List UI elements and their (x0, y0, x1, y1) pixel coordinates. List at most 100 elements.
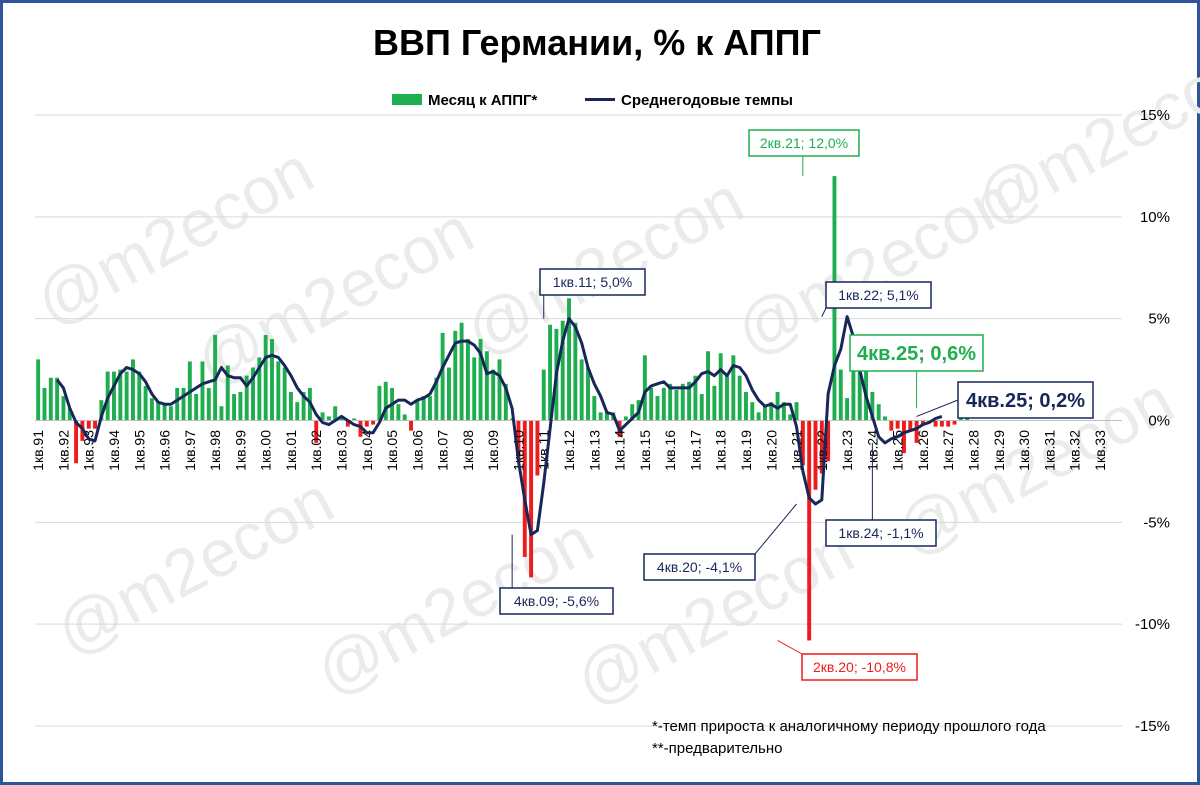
bar (889, 420, 894, 431)
bar (130, 359, 135, 421)
bar (586, 367, 590, 421)
bar (680, 383, 685, 421)
legend-swatch-bars (392, 94, 422, 105)
bar (718, 353, 723, 421)
bar (478, 339, 483, 421)
x-tick-label: 1кв.15 (637, 430, 653, 471)
annotation-label: 2кв.20; -10,8% (813, 659, 906, 675)
bar (162, 404, 167, 421)
annotation-leader (777, 640, 803, 655)
bar (908, 420, 913, 431)
bar (257, 357, 262, 421)
bar (143, 385, 148, 421)
bar (838, 369, 843, 421)
bar (232, 394, 237, 421)
bar (914, 420, 919, 443)
bar (541, 369, 546, 421)
series-line (55, 315, 943, 537)
bar (484, 351, 489, 421)
bar (567, 298, 571, 421)
bar (326, 416, 331, 421)
bar (933, 420, 938, 427)
bar (55, 377, 60, 421)
bar (156, 402, 161, 421)
bar (775, 391, 780, 421)
annotation-leader (754, 503, 797, 555)
bar (137, 371, 142, 421)
bar (440, 332, 445, 421)
bar (491, 369, 496, 421)
bar (402, 414, 407, 421)
bar (674, 389, 679, 421)
bar (750, 402, 755, 421)
annotation-box (825, 519, 937, 547)
annotation-label: 1кв.24; -1,1% (838, 525, 923, 541)
bar (883, 416, 887, 421)
x-tick-label: 1кв.03 (334, 430, 350, 471)
bar (598, 412, 603, 421)
bar (48, 377, 53, 421)
bar (668, 383, 673, 421)
annotation-label: 1кв.22; 5,1% (838, 287, 919, 303)
x-tick-label: 1кв.13 (586, 430, 602, 471)
footnote-yoy: *-темп прироста к аналогичному периоду п… (652, 718, 1046, 735)
bar (712, 385, 717, 421)
bar (36, 359, 41, 421)
x-tick-label: 1кв.09 (485, 430, 501, 471)
x-tick-label: 1кв.32 (1067, 430, 1083, 471)
bar (630, 404, 635, 421)
x-tick-label: 1кв.05 (384, 430, 400, 471)
bar (800, 420, 805, 466)
bar (270, 339, 274, 421)
bar (428, 396, 432, 421)
bar (465, 339, 470, 421)
bar (687, 381, 692, 421)
x-tick-label: 1кв.95 (131, 430, 147, 471)
x-tick-label: 1кв.08 (460, 430, 476, 471)
x-tick-label: 1кв.06 (409, 430, 425, 471)
bar (516, 420, 521, 460)
y-tick-label: 15% (1140, 107, 1170, 124)
bar (851, 349, 856, 421)
x-tick-label: 1кв.18 (713, 430, 729, 471)
bar (225, 365, 230, 421)
x-tick-label: 1кв.27 (940, 430, 956, 471)
bar (807, 420, 812, 641)
annotation-label: 4кв.25; 0,6% (857, 343, 976, 365)
annotation-label: 2кв.21; 12,0% (760, 135, 848, 151)
bar (377, 385, 382, 421)
bar (364, 420, 369, 427)
x-tick-label: 1кв.26 (915, 430, 931, 471)
bar (813, 420, 818, 490)
bar (124, 371, 129, 421)
x-tick-label: 1кв.28 (965, 430, 981, 471)
x-tick-label: 1кв.93 (81, 430, 97, 471)
bar (409, 420, 413, 431)
annotation-box (499, 587, 614, 615)
bar (446, 367, 451, 421)
bar (99, 400, 104, 421)
bar (282, 367, 287, 421)
bar (920, 420, 925, 425)
bar (371, 420, 376, 425)
bar (864, 339, 869, 421)
bar (788, 414, 793, 421)
annotation-box (539, 268, 646, 296)
bar (74, 420, 79, 464)
bar (276, 361, 281, 421)
x-tick-label: 1кв.91 (30, 430, 46, 471)
x-tick-label: 1кв.25 (890, 430, 906, 471)
bar (952, 420, 957, 425)
x-tick-label: 1кв.04 (359, 430, 375, 471)
x-tick-label: 1кв.98 (207, 430, 223, 471)
bar (320, 412, 325, 421)
x-tick-label: 1кв.07 (435, 430, 451, 471)
bar (206, 387, 211, 421)
bar (67, 408, 72, 421)
bar (725, 375, 729, 421)
y-tick-label: -5% (1143, 514, 1170, 531)
bar (219, 406, 224, 421)
bar (503, 383, 508, 421)
x-tick-label: 1кв.01 (283, 430, 299, 471)
bar (333, 406, 338, 421)
